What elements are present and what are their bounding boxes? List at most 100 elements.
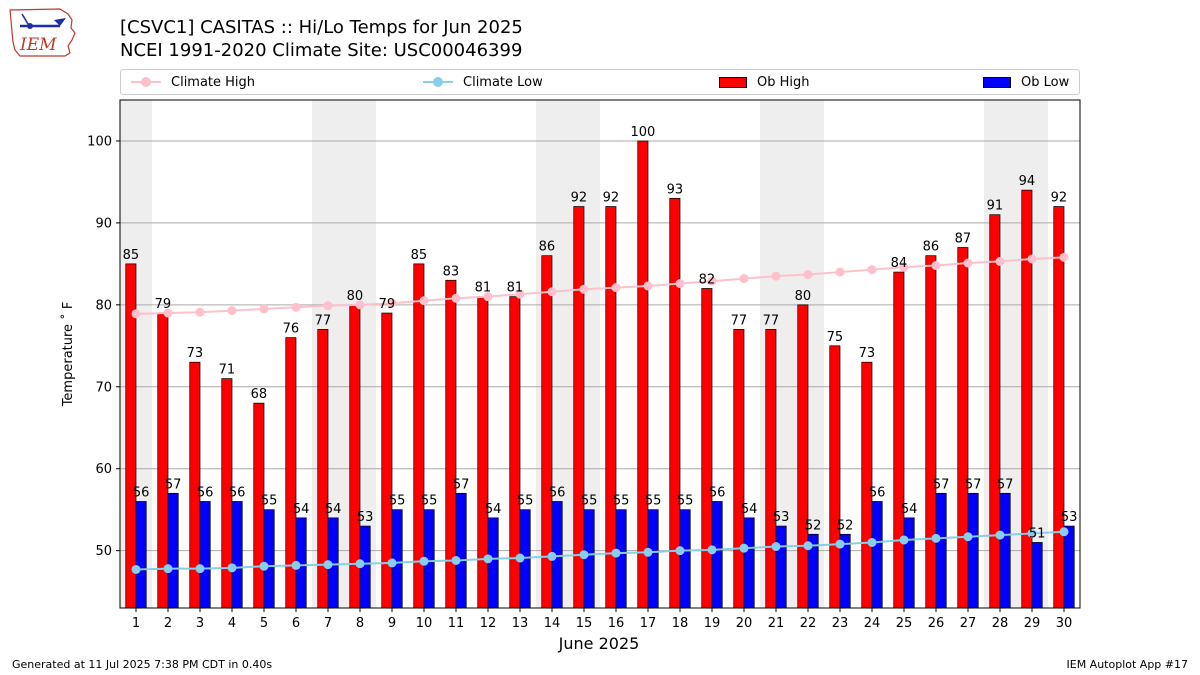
label-ob-high-1: 85 (123, 248, 140, 263)
bar-ob-high-21 (765, 329, 777, 609)
climate-low-point-6 (291, 560, 301, 570)
climate-low-line (135, 530, 1065, 571)
climate-high-point-11 (451, 293, 461, 303)
climate-high-point-13 (515, 289, 525, 299)
climate-low-point-22 (803, 541, 813, 551)
weather-vane-arrow (21, 13, 29, 25)
label-ob-low-17: 55 (645, 494, 662, 509)
x-tick-label-18: 18 (672, 616, 689, 631)
climate-high-point-1 (131, 309, 141, 319)
chart-legend: Climate High Climate Low Ob High Ob Low (120, 69, 1080, 95)
x-tick-label-16: 16 (608, 616, 625, 631)
label-ob-low-4: 56 (229, 485, 246, 500)
label-ob-low-18: 55 (677, 494, 694, 509)
bar-ob-high-16 (605, 206, 617, 609)
label-ob-high-29: 94 (1019, 174, 1036, 189)
label-ob-low-3: 56 (197, 485, 214, 500)
climate-high-point-27 (963, 258, 973, 268)
climate-high-point-6 (291, 302, 301, 312)
climate-low-point-21 (771, 542, 781, 552)
climate-high-point-18 (675, 279, 685, 289)
x-tick-label-23: 23 (832, 616, 849, 631)
climate-high-point-24 (867, 265, 877, 275)
climate-high-point-21 (771, 271, 781, 281)
legend-climate-low: Climate Low (423, 70, 543, 94)
bar-ob-high-25 (893, 271, 905, 609)
climate-high-point-7 (323, 301, 333, 311)
climate-low-point-16 (611, 548, 621, 558)
legend-climate-low-line (423, 77, 453, 87)
x-tick-label-22: 22 (800, 616, 817, 631)
x-tick-label-2: 2 (164, 616, 172, 631)
legend-ob-high: Ob High (719, 70, 810, 94)
legend-ob-low-swatch (983, 76, 1011, 88)
climate-high-point-19 (707, 276, 717, 286)
climate-high-point-25 (899, 262, 909, 272)
x-tick-label-24: 24 (864, 616, 881, 631)
legend-climate-low-marker (433, 77, 443, 87)
climate-high-point-14 (547, 287, 557, 297)
footer-generated: Generated at 11 Jul 2025 7:38 PM CDT in … (12, 658, 273, 671)
label-ob-high-30: 92 (1051, 191, 1068, 206)
bar-value-labels: 85 56 79 57 73 56 71 56 68 55 76 54 77 54 80 53 79 55 85 55… (123, 125, 1078, 541)
chart-title-line2: NCEI 1991-2020 Climate Site: USC00046399 (120, 40, 523, 61)
label-ob-high-8: 80 (347, 289, 364, 304)
bar-ob-low-25 (903, 517, 915, 609)
climate-low-point-11 (451, 555, 461, 565)
label-ob-high-7: 77 (315, 313, 332, 328)
legend-climate-high: Climate High (131, 70, 255, 94)
x-tick-label-11: 11 (448, 616, 465, 631)
climate-high-point-29 (1027, 254, 1037, 264)
gridlines (120, 140, 1080, 552)
bar-ob-high-2 (157, 312, 169, 609)
label-ob-low-21: 53 (773, 510, 790, 525)
label-ob-high-2: 79 (155, 297, 172, 312)
label-ob-high-17: 100 (630, 125, 655, 140)
x-axis-label: June 2025 (558, 634, 640, 653)
y-axis-label: Temperature ˚ F (60, 302, 76, 408)
label-ob-high-19: 82 (699, 272, 716, 287)
label-ob-high-11: 83 (443, 264, 460, 279)
climate-low-point-14 (547, 551, 557, 561)
label-ob-low-22: 52 (805, 518, 822, 533)
climate-high-point-9 (387, 298, 397, 308)
legend-climate-high-line (131, 77, 161, 87)
bar-ob-high-27 (957, 247, 969, 609)
climate-low-point-20 (739, 543, 749, 553)
bar-ob-high-15 (573, 206, 585, 609)
label-ob-low-12: 54 (485, 502, 502, 517)
climate-low-point-7 (323, 560, 333, 570)
legend-climate-high-marker (141, 77, 151, 87)
label-ob-high-25: 84 (891, 256, 908, 271)
climate-low-point-5 (259, 561, 269, 571)
label-ob-high-10: 85 (411, 248, 428, 263)
label-ob-low-9: 55 (389, 494, 406, 509)
bar-ob-low-16 (615, 509, 627, 609)
x-axis-ticks: 1 2 3 4 5 6 7 8 9 10 11 12 13 14 15 16 17 18 19 20 21 22 23 24 2… (132, 608, 1072, 631)
label-ob-low-10: 55 (421, 494, 438, 509)
x-tick-label-25: 25 (896, 616, 913, 631)
label-ob-high-24: 73 (859, 346, 876, 361)
y-tick-label-60: 60 (95, 462, 112, 477)
label-ob-high-15: 92 (571, 191, 588, 206)
footer-app: IEM Autoplot App #17 (1066, 658, 1189, 671)
climate-high-point-15 (579, 284, 589, 294)
bar-ob-low-3 (199, 501, 211, 609)
bar-ob-high-29 (1021, 189, 1033, 609)
x-tick-label-8: 8 (356, 616, 364, 631)
climate-high-line (135, 256, 1065, 315)
bar-ob-low-1 (135, 501, 147, 609)
label-ob-high-23: 75 (827, 330, 844, 345)
label-ob-high-21: 77 (763, 313, 780, 328)
climate-low-point-17 (643, 547, 653, 557)
y-tick-label-100: 100 (87, 134, 112, 149)
bar-ob-low-4 (231, 501, 243, 609)
label-ob-low-15: 55 (581, 494, 598, 509)
label-ob-high-18: 93 (667, 182, 684, 197)
iem-logo-graphic: IEM (9, 8, 76, 57)
bar-ob-low-18 (679, 509, 691, 609)
x-tick-label-5: 5 (260, 616, 268, 631)
y-axis-ticks: 50 60 70 80 90 100 (87, 134, 120, 559)
bar-ob-low-5 (263, 509, 275, 609)
